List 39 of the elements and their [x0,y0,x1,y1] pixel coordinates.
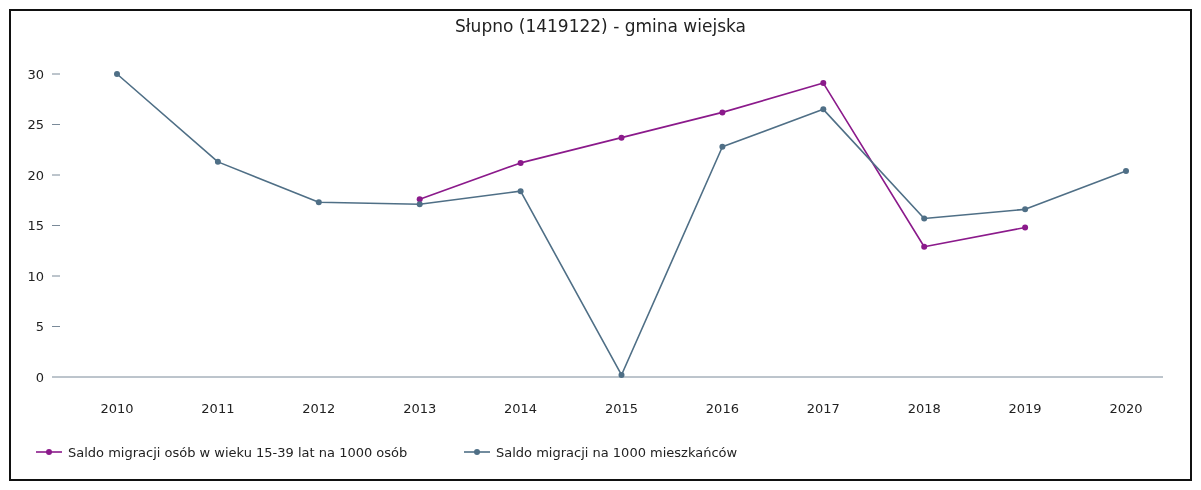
point [416,196,423,203]
point [921,215,928,222]
x-tick-label: 2010 [100,401,134,416]
y-tick-label: 20 [27,167,44,183]
y-tick-label: 25 [27,117,44,133]
x-tick-label: 2018 [907,401,941,416]
point [820,106,827,113]
x-tick-label: 2011 [201,401,235,416]
point [214,158,221,165]
point [517,188,524,195]
legend-label: Saldo migracji na 1000 mieszkańców [496,444,738,460]
point [315,199,322,206]
x-tick-label: 2020 [1109,401,1143,416]
point [416,201,423,208]
point [1022,206,1029,213]
chart-title: Słupno (1419122) - gmina wiejska [455,16,746,36]
point [517,159,524,166]
x-tick-label: 2016 [705,401,739,416]
point [719,109,726,116]
x-tick-label: 2019 [1008,401,1042,416]
point [114,71,120,77]
point [719,143,726,150]
point [1022,224,1029,231]
y-tick-label: 30 [27,66,44,82]
point [618,134,625,141]
legend-label: Saldo migracji osób w wieku 15-39 lat na 1000 osób [68,444,408,460]
point [618,371,625,378]
x-tick-label: 2012 [302,401,336,416]
x-tick-label: 2014 [504,401,538,416]
point [921,243,928,250]
y-tick-label: 0 [35,369,44,385]
point [820,80,827,87]
x-tick-label: 2015 [604,401,639,416]
y-tick-label: 10 [27,268,44,284]
x-tick-label: 2013 [403,401,437,416]
point [1123,167,1129,174]
x-tick-label: 2017 [806,401,840,416]
y-tick-label: 5 [35,319,44,335]
y-tick-label: 15 [27,218,44,234]
